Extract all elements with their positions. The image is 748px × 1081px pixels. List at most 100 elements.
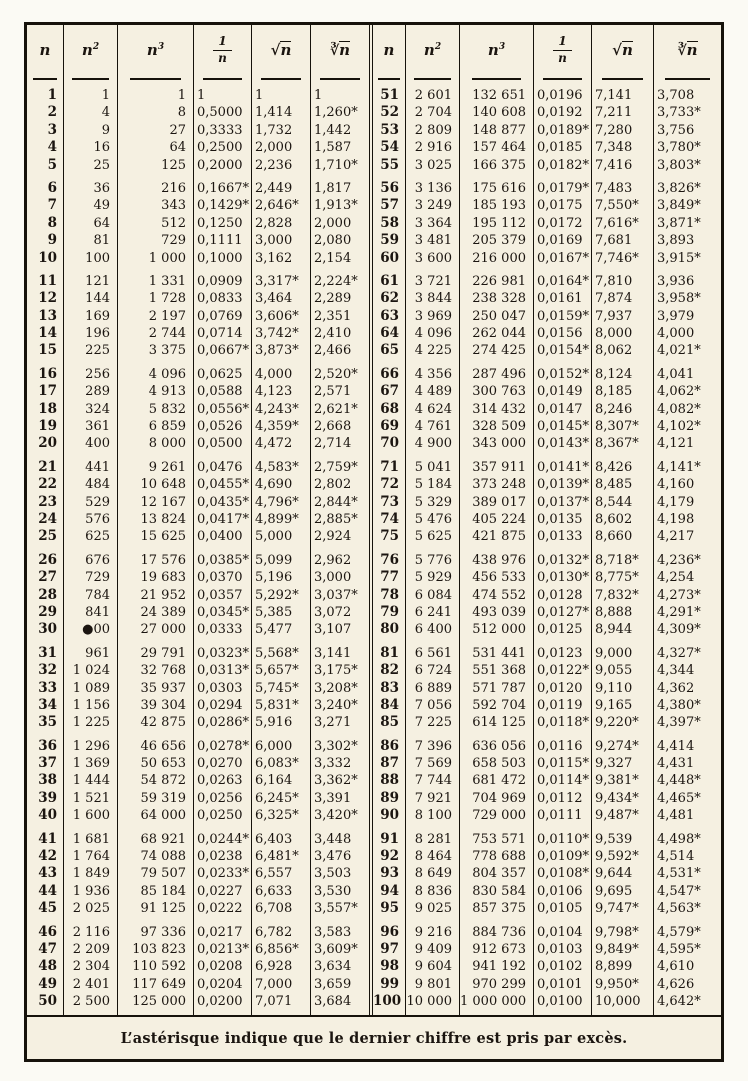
cell-n-squared: 8 100 xyxy=(414,808,452,824)
cell-cube-root: 4,344 xyxy=(657,663,695,679)
cell-reciprocal: 0,1250 xyxy=(197,215,243,231)
column-header-square-root: √n xyxy=(252,25,310,87)
cell-n-squared: 2 601 xyxy=(414,88,452,103)
cell-square-root: 1,414 xyxy=(255,105,293,121)
cell-n-cubed: 29 791 xyxy=(140,645,187,661)
cell-n: 92 xyxy=(380,848,399,865)
column-square-root-right: √n 7,141 7,211 7,280 7,348 7,416 7,483 7,550* 7,… xyxy=(591,25,653,1015)
cell-square-root: 6,325* xyxy=(255,808,299,824)
cell-cube-root: 3,609* xyxy=(314,941,358,957)
cell-reciprocal: 0,0147 xyxy=(537,401,583,417)
cell-n: 15 xyxy=(38,342,57,359)
cell-reciprocal: 0,0204 xyxy=(197,976,243,992)
cell-n-squared: 16 xyxy=(93,140,110,156)
cell-cube-root: 4,217 xyxy=(657,529,695,545)
header-symbol-n: n xyxy=(383,40,395,59)
cell-n: 91 xyxy=(380,830,399,847)
cell-n-squared: 400 xyxy=(85,436,110,452)
cell-cube-root: 4,610 xyxy=(657,959,695,975)
cell-cube-root: 4,309* xyxy=(657,622,701,638)
cell-reciprocal: 0,0208 xyxy=(197,959,243,975)
cell-square-root: 9,539 xyxy=(595,831,633,847)
cell-n: 19 xyxy=(38,418,57,435)
cell-reciprocal: 0,0435* xyxy=(197,494,249,510)
cell-reciprocal: 0,0164* xyxy=(537,273,589,289)
cell-n-squared: 5 929 xyxy=(414,570,452,586)
cell-cube-root: 3,826* xyxy=(657,180,701,196)
cell-reciprocal: 0,0345* xyxy=(197,604,249,620)
cell-n-cubed: 531 441 xyxy=(472,645,526,661)
cell-n-squared: 49 xyxy=(93,198,110,214)
cell-n: 47 xyxy=(38,940,57,957)
cell-square-root: 5,831* xyxy=(255,697,299,713)
cell-square-root: 5,568* xyxy=(255,645,299,661)
cell-n-cubed: 729 000 xyxy=(472,808,526,824)
cell-n-cubed: 91 125 xyxy=(140,901,187,917)
cell-reciprocal: 0,0116 xyxy=(537,738,583,754)
header-symbol-n: n3 xyxy=(487,40,506,59)
cell-n: 12 xyxy=(38,290,57,307)
cell-reciprocal: 0,0227 xyxy=(197,883,243,899)
cell-n: 57 xyxy=(380,197,399,214)
cell-n: 53 xyxy=(380,121,399,138)
cell-square-root: 4,796* xyxy=(255,494,299,510)
cell-cube-root: 4,642* xyxy=(657,994,701,1010)
cell-reciprocal: 0,0244* xyxy=(197,831,249,847)
column-cube-root-right: ∛n 3,708 3,733* 3,756 3,780* 3,803* 3,826* 3,84… xyxy=(653,25,721,1015)
cell-square-root: 3,873* xyxy=(255,343,299,359)
cell-reciprocal: 0,0185 xyxy=(537,140,583,156)
cell-reciprocal: 0,0526 xyxy=(197,419,243,435)
cell-n-cubed: 19 683 xyxy=(140,570,187,586)
cell-reciprocal: 0,0127* xyxy=(537,604,589,620)
cell-n-cubed: 117 649 xyxy=(132,976,186,992)
cell-n-squared: 1 089 xyxy=(72,680,110,696)
cell-reciprocal: 0,0500 xyxy=(197,436,243,452)
cell-n-squared: 3 364 xyxy=(414,215,452,231)
cell-n: 96 xyxy=(380,923,399,940)
cell-reciprocal: 0,0111 xyxy=(537,808,583,824)
cell-reciprocal: 0,0476 xyxy=(197,459,243,475)
cell-n: 25 xyxy=(38,528,57,545)
cell-n-cubed: 8 xyxy=(177,105,186,121)
cell-reciprocal: 0,0106 xyxy=(537,883,583,899)
cell-n: 49 xyxy=(38,975,57,992)
cell-n-squared: 9 409 xyxy=(414,941,452,957)
cell-square-root: 4,359* xyxy=(255,419,299,435)
cell-n: 23 xyxy=(38,493,57,510)
cell-cube-root: 3,915* xyxy=(657,250,701,266)
cell-n-cubed: 421 875 xyxy=(472,529,526,545)
cell-cube-root: 3,141 xyxy=(314,645,352,661)
cell-n-cubed: 27 000 xyxy=(140,622,187,638)
cell-cube-root: 4,254 xyxy=(657,570,695,586)
cell-cube-root: 3,733* xyxy=(657,105,701,121)
cell-square-root: 9,165 xyxy=(595,697,633,713)
cell-reciprocal: 0,2500 xyxy=(197,140,243,156)
cell-n: 30 xyxy=(38,621,57,638)
cell-n-squared: 7 569 xyxy=(414,756,452,772)
cell-cube-root: 4,362 xyxy=(657,680,695,696)
cell-n-squared: 6 400 xyxy=(414,622,452,638)
cell-square-root: 8,485 xyxy=(595,477,633,493)
cell-n-cubed: 5 832 xyxy=(148,401,186,417)
cell-n-squared: 361 xyxy=(85,419,110,435)
cell-n: 20 xyxy=(38,435,57,452)
column-reciprocal-right: 1 n 0,0196 0,0192 0,0189* 0,0185 0,0182* 0,0179… xyxy=(533,25,591,1015)
cell-n-cubed: 551 368 xyxy=(472,663,526,679)
cell-n-cubed: 636 056 xyxy=(472,738,526,754)
cell-n-cubed: 68 921 xyxy=(140,831,187,847)
cell-square-root: 6,856* xyxy=(255,941,299,957)
cell-square-root: 9,381* xyxy=(595,773,639,789)
cell-reciprocal: 0,0115* xyxy=(537,756,589,772)
header-symbol-radical: √n xyxy=(270,40,292,59)
cell-n-cubed: 74 088 xyxy=(140,849,187,865)
cell-n: 87 xyxy=(380,755,399,772)
cell-square-root: 9,220* xyxy=(595,715,639,731)
cell-n-squared: 7 225 xyxy=(414,715,452,731)
cell-reciprocal: 0,0270 xyxy=(197,756,243,772)
cell-n-cubed: 262 044 xyxy=(472,326,526,342)
cell-reciprocal: 0,0179* xyxy=(537,180,589,196)
cell-n-cubed: 10 648 xyxy=(140,477,187,493)
cell-cube-root: 2,466 xyxy=(314,343,352,359)
cell-n-squared: 8 649 xyxy=(414,866,452,882)
